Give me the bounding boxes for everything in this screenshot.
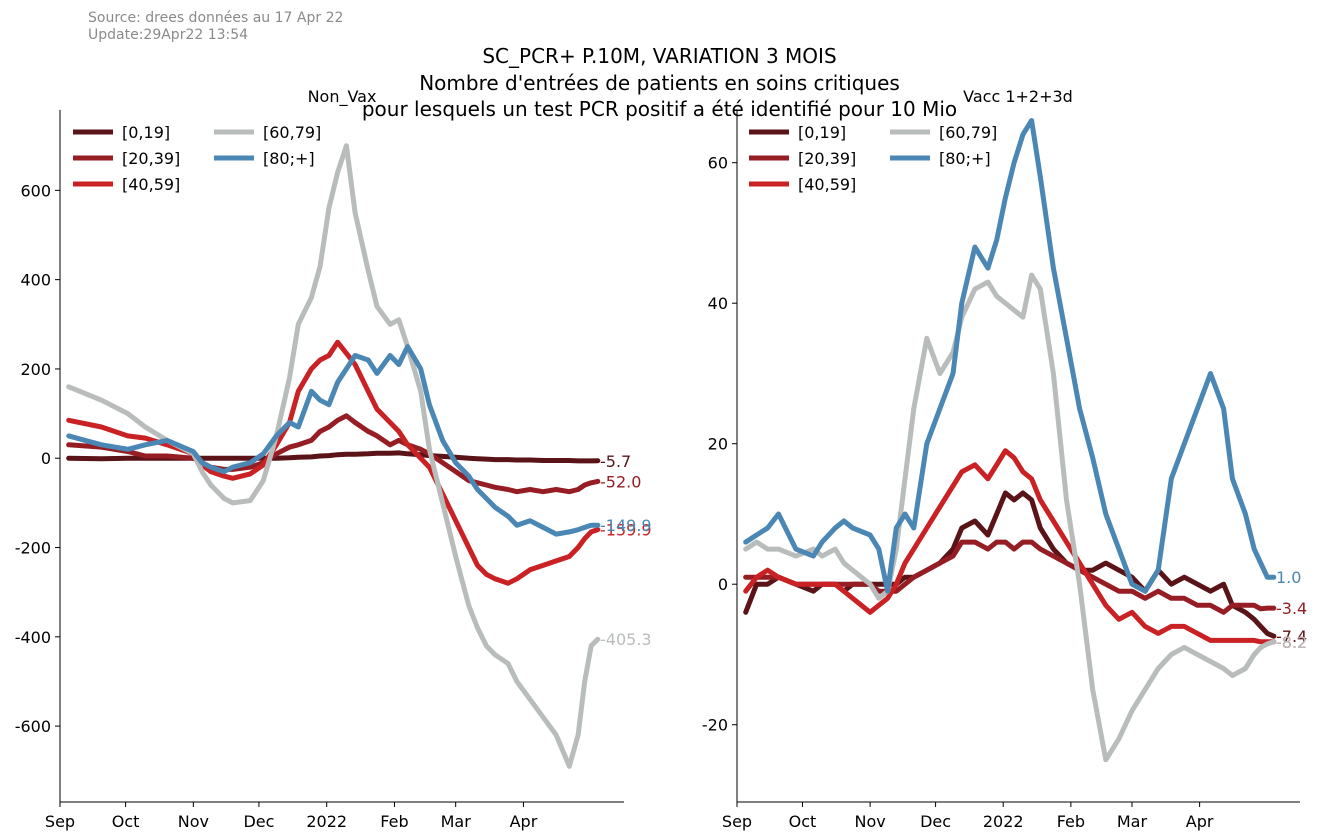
series-end-label: -8.2 bbox=[1276, 633, 1307, 652]
legend-label: [20,39] bbox=[122, 149, 180, 168]
x-tick-label: Apr bbox=[510, 812, 538, 831]
series-line-5 bbox=[743, 118, 1277, 594]
y-tick-label: 400 bbox=[20, 271, 51, 290]
legend-label: [60,79] bbox=[939, 123, 997, 142]
series-end-label: -159.9 bbox=[600, 521, 652, 540]
x-tick-label: Feb bbox=[1057, 812, 1085, 831]
figure-subtitle-2: pour lesquels un test PCR positif a été … bbox=[361, 97, 958, 121]
series-end-label: -149.9 bbox=[600, 516, 652, 535]
legend-label: [60,79] bbox=[263, 123, 321, 142]
subplot-title: Non_Vax bbox=[308, 87, 377, 107]
series-line-4 bbox=[743, 272, 1277, 763]
y-tick-label: 0 bbox=[718, 575, 728, 594]
x-tick-label: Feb bbox=[380, 812, 408, 831]
x-tick-label: Sep bbox=[45, 812, 75, 831]
x-tick-label: Dec bbox=[920, 812, 951, 831]
series-line-5 bbox=[66, 344, 601, 537]
legend-label: [0,19] bbox=[122, 123, 170, 142]
figure-title: SC_PCR+ P.10M, VARIATION 3 MOIS bbox=[482, 44, 837, 68]
figure-subtitle-1: Nombre d'entrées de patients en soins cr… bbox=[419, 71, 900, 95]
legend-label: [80;+] bbox=[263, 149, 315, 168]
series-end-label: -8.2 bbox=[1276, 633, 1307, 652]
source-note: Source: drees données au 17 Apr 22 bbox=[88, 10, 344, 26]
series-end-label: -405.3 bbox=[600, 630, 652, 649]
legend-label: [20,39] bbox=[798, 149, 856, 168]
y-tick-label: 0 bbox=[41, 449, 51, 468]
x-tick-label: Mar bbox=[441, 812, 472, 831]
series-line-1 bbox=[66, 450, 601, 464]
series-end-label: -5.7 bbox=[600, 452, 631, 471]
legend-label: [40,59] bbox=[798, 175, 856, 194]
series-end-label: 1.0 bbox=[1276, 568, 1301, 587]
y-tick-label: 600 bbox=[20, 181, 51, 200]
x-tick-label: Oct bbox=[112, 812, 140, 831]
legend-label: [80;+] bbox=[939, 149, 991, 168]
subplot-title: Vacc 1+2+3d bbox=[963, 87, 1073, 106]
series-line-3 bbox=[743, 448, 1277, 645]
legend-label: [0,19] bbox=[798, 123, 846, 142]
series-line-3 bbox=[66, 339, 601, 586]
x-tick-label: Mar bbox=[1117, 812, 1148, 831]
x-tick-label: Nov bbox=[854, 812, 885, 831]
x-tick-label: Sep bbox=[722, 812, 752, 831]
series-end-label: -52.0 bbox=[600, 472, 641, 491]
y-tick-label: -600 bbox=[15, 717, 51, 736]
y-tick-label: -400 bbox=[15, 628, 51, 647]
y-tick-label: -200 bbox=[15, 539, 51, 558]
series-line-1 bbox=[743, 490, 1277, 639]
legend-label: [40,59] bbox=[122, 175, 180, 194]
x-tick-label: Dec bbox=[243, 812, 274, 831]
series-end-label: -7.4 bbox=[1276, 627, 1307, 646]
y-tick-label: 20 bbox=[708, 435, 728, 454]
x-tick-label: 2022 bbox=[983, 812, 1024, 831]
x-tick-label: Nov bbox=[178, 812, 209, 831]
chart-panel-2: Vacc 1+2+3d 60 40 20 0 -20 Sep Oct Nov Dec 2022 Feb… bbox=[702, 87, 1307, 831]
chart-panel-1: Non_Vax 600 400 200 0 -200 -400 -600 Sep Oct Nov De… bbox=[15, 87, 652, 831]
x-tick-label: Oct bbox=[789, 812, 817, 831]
y-tick-label: 40 bbox=[708, 294, 728, 313]
y-tick-label: 60 bbox=[708, 154, 728, 173]
series-line-2 bbox=[743, 539, 1277, 615]
y-tick-label: 200 bbox=[20, 360, 51, 379]
series-line-4 bbox=[66, 143, 601, 769]
update-note: Update:29Apr22 13:54 bbox=[88, 27, 249, 43]
x-tick-label: Apr bbox=[1186, 812, 1214, 831]
x-tick-label: 2022 bbox=[306, 812, 347, 831]
y-tick-label: -20 bbox=[702, 716, 728, 735]
series-end-label: -3.4 bbox=[1276, 599, 1307, 618]
